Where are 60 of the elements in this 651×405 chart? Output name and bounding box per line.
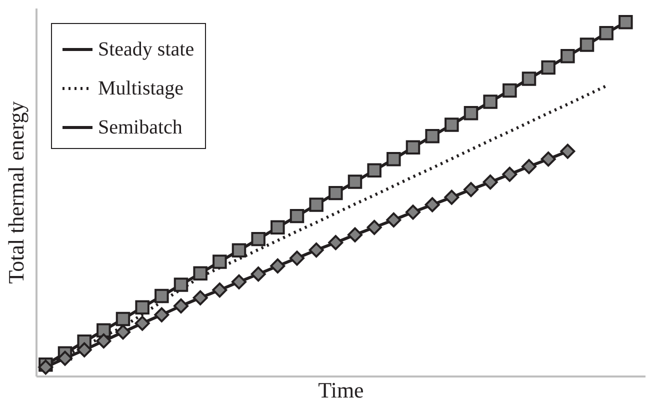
- point: [444, 118, 459, 132]
- point: [38, 360, 54, 375]
- y-axis-title: Total thermal energy: [4, 101, 28, 284]
- point: [425, 128, 440, 144]
- point: [96, 323, 111, 338]
- point: [405, 204, 421, 220]
- point: [76, 342, 92, 358]
- point: [580, 38, 594, 52]
- x-axis-title: Time: [318, 378, 364, 402]
- legend-label: Steady state: [98, 38, 194, 60]
- point: [424, 197, 440, 212]
- point: [96, 333, 112, 348]
- point: [386, 152, 401, 166]
- point: [270, 220, 285, 235]
- point: [483, 94, 498, 109]
- point: [521, 159, 537, 174]
- point: [308, 242, 324, 258]
- point: [599, 26, 614, 40]
- point: [522, 72, 536, 86]
- point: [115, 324, 131, 340]
- point: [347, 227, 363, 242]
- point: [289, 250, 305, 266]
- point: [328, 235, 344, 250]
- point: [366, 220, 382, 235]
- point: [560, 49, 575, 64]
- point: [560, 144, 576, 159]
- point: [482, 174, 498, 190]
- point: [231, 274, 247, 290]
- point: [270, 258, 286, 274]
- point: [386, 212, 402, 228]
- point: [212, 282, 228, 298]
- point: [502, 166, 518, 182]
- point: [134, 316, 150, 331]
- point: [154, 288, 169, 304]
- point: [463, 182, 479, 198]
- point: [540, 152, 556, 167]
- point: [309, 198, 324, 212]
- point: [541, 60, 556, 75]
- legend-label: Semibatch: [98, 116, 182, 138]
- point: [251, 232, 266, 246]
- point: [212, 254, 227, 269]
- point: [502, 83, 517, 98]
- point: [348, 174, 362, 189]
- point: [328, 186, 343, 200]
- point: [135, 300, 150, 314]
- point: [193, 266, 208, 281]
- point: [173, 298, 189, 314]
- point: [406, 140, 420, 155]
- point: [464, 106, 478, 120]
- point: [174, 278, 188, 292]
- point: [444, 190, 460, 205]
- point: [116, 312, 130, 326]
- point: [290, 208, 304, 224]
- legend-label: Multistage: [98, 78, 184, 100]
- point: [192, 290, 208, 306]
- point: [154, 307, 170, 322]
- point: [367, 163, 382, 178]
- point: [618, 15, 633, 30]
- point: [250, 266, 266, 282]
- point: [232, 243, 246, 258]
